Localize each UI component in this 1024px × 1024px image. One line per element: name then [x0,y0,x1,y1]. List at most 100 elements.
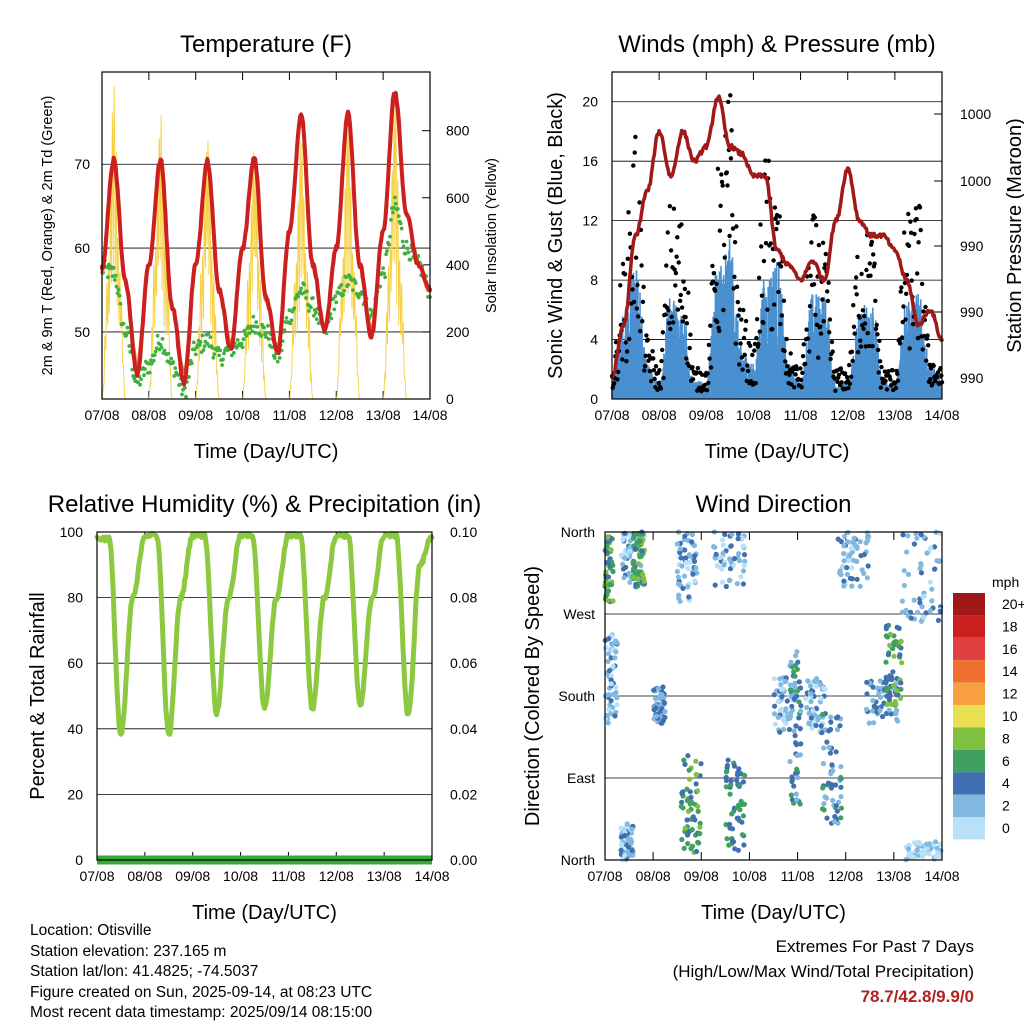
direction-point [854,558,860,565]
gust-point [711,271,716,276]
gust-point [710,279,716,284]
direction-point [784,698,790,704]
y-axis-label: Sonic Wind & Gust (Blue, Black) [545,92,567,379]
gust-point [825,298,831,304]
y-tick-label: 16 [582,153,598,169]
gust-point [659,358,664,364]
direction-point [818,723,824,729]
gust-point [661,375,666,381]
direction-point [918,570,925,576]
dewpoint-point [277,356,282,360]
dewpoint-point [153,349,158,354]
gust-point [813,312,818,317]
dewpoint-point [300,291,304,296]
direction-point [837,723,843,729]
gust-point [789,382,794,387]
gust-point [895,378,901,383]
direction-point [771,692,777,698]
dewpoint-point [393,201,398,206]
gust-point [761,320,766,325]
dewpoint-point [241,337,246,342]
panel-title: Wind Direction [695,491,851,518]
direction-point [677,550,683,556]
direction-point [781,716,787,722]
x-tick-label: 08/08 [636,868,671,884]
gust-point [627,231,633,236]
dewpoint-point [387,242,391,247]
direction-point [822,794,828,800]
y2-tick-label: 200 [446,324,470,340]
direction-point [919,604,925,610]
direction-point [656,686,662,692]
dewpoint-point [252,324,257,329]
gust-point [668,326,673,332]
direction-point [688,794,694,801]
dewpoint-point [282,328,287,333]
y2-tick-label: 0.08 [450,590,477,606]
direction-point [618,841,625,848]
direction-point [883,623,890,629]
direction-point [936,558,942,564]
dewpoint-point [393,195,397,200]
gust-point [725,183,730,188]
direction-point [886,707,892,713]
x-tick-label: 12/08 [319,407,354,423]
gust-point [715,319,720,325]
gust-point [686,363,692,369]
gust-point [742,352,747,357]
dewpoint-point [229,353,234,358]
direction-point [900,532,906,538]
x-tick-label: 11/08 [784,407,818,423]
gust-point [626,210,631,215]
direction-point [901,568,907,574]
direction-point [797,726,803,732]
gust-point [895,371,900,376]
gust-point [632,150,637,155]
direction-point [712,582,718,588]
direction-point [794,797,800,803]
y2-tick-label: 990 [960,238,984,254]
direction-point [660,684,666,690]
gust-point [668,248,674,253]
dewpoint-point [399,226,404,231]
dewpoint-point [287,308,292,313]
direction-point [865,538,871,544]
dewpoint-point [385,249,389,253]
direction-point [883,659,889,665]
gust-point [660,330,666,335]
y-tick-label: 70 [74,156,90,172]
gust-point [877,359,883,364]
gust-point [782,348,787,354]
dewpoint-point [305,289,309,294]
dewpoint-point [218,348,223,353]
dewpoint-point [302,282,306,287]
gust-point [763,241,769,246]
gust-point [835,379,840,384]
direction-point [721,562,727,568]
y2-tick-label: 1000 [960,173,991,189]
gust-point [639,263,644,268]
direction-point [794,752,801,759]
dewpoint-point [166,351,171,356]
gust-point [741,335,747,341]
gust-point [655,387,660,392]
gust-point [734,284,740,289]
direction-point [914,847,920,853]
gust-point [926,343,931,348]
dewpoint-point [187,375,191,379]
gust-point [672,267,677,272]
direction-point [833,803,839,809]
station-metadata: Location: Otisville Station elevation: 2… [30,921,372,1024]
gust-point [726,99,731,105]
direction-point [865,563,871,569]
dewpoint-point [220,363,225,367]
dewpoint-point [217,353,222,358]
direction-point [826,728,832,734]
gust-point [827,330,832,335]
gust-point [679,305,685,310]
y-tick-label: 50 [74,324,90,340]
dewpoint-point [389,217,393,222]
dewpoint-point [138,382,143,387]
direction-point [623,564,629,570]
x-tick-label: 10/08 [732,868,767,884]
